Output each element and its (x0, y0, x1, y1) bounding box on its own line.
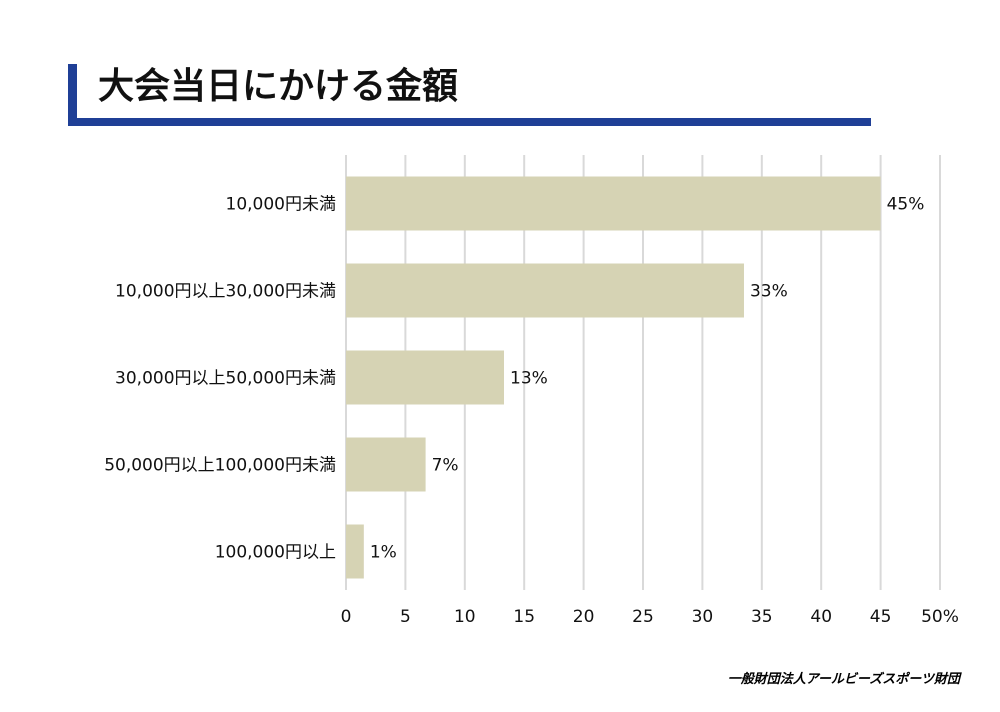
bar (346, 176, 881, 231)
x-tick-label: 10 (454, 607, 476, 627)
source-credit: 一般財団法人アールビーズスポーツ財団 (727, 672, 960, 687)
bar (346, 437, 426, 492)
category-label: 10,000円以上30,000円未満 (115, 282, 336, 302)
x-tick-label: 15 (513, 607, 535, 627)
category-label: 50,000円以上100,000円未満 (104, 456, 336, 476)
chart-title: 大会当日にかける金額 (98, 66, 459, 107)
x-tick-label: 30 (692, 607, 714, 627)
value-label: 33% (750, 282, 788, 302)
x-tick-label: 25 (632, 607, 654, 627)
bar (346, 524, 364, 579)
value-label: 45% (887, 195, 925, 215)
title-accent-bar (68, 64, 77, 126)
value-label: 1% (370, 543, 397, 563)
bar (346, 350, 505, 405)
x-tick-label: 5 (400, 607, 411, 627)
value-label: 13% (510, 369, 548, 389)
category-label: 30,000円以上50,000円未満 (115, 369, 336, 389)
labels: 0 5 10 15 20 25 30 35 40 45 50% 10,000円未満 45% 10,000円… (104, 195, 959, 628)
bars (346, 176, 881, 579)
x-tick-label: 50% (921, 607, 959, 627)
x-tick-label: 0 (341, 607, 352, 627)
value-label: 7% (432, 456, 459, 476)
x-tick-label: 35 (751, 607, 773, 627)
x-tick-label: 40 (810, 607, 832, 627)
category-label: 10,000円未満 (226, 195, 336, 215)
category-label: 100,000円以上 (215, 543, 336, 563)
title-underline (68, 118, 871, 126)
x-tick-label: 45 (870, 607, 892, 627)
bar (346, 263, 744, 318)
x-tick-label: 20 (573, 607, 595, 627)
